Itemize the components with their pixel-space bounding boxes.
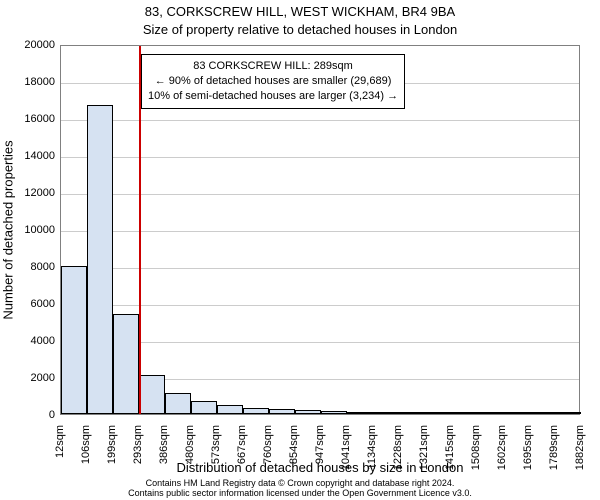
ytick-label: 4000 (5, 336, 55, 347)
ytick-label: 8000 (5, 262, 55, 273)
x-axis-label: Distribution of detached houses by size … (60, 460, 580, 475)
xtick-label: 947sqm (314, 425, 326, 485)
histogram-bar (191, 401, 217, 414)
chart-title-sub: Size of property relative to detached ho… (0, 22, 600, 37)
xtick-label: 386sqm (158, 425, 170, 485)
footer-line-1: Contains HM Land Registry data © Crown c… (146, 478, 455, 488)
annotation-line: ← 90% of detached houses are smaller (29… (148, 74, 398, 89)
xtick-label: 1789sqm (548, 425, 560, 485)
xtick-label: 667sqm (236, 425, 248, 485)
histogram-bar (87, 105, 113, 414)
xtick-label: 12sqm (54, 425, 66, 485)
ytick-label: 14000 (5, 151, 55, 162)
xtick-label: 1134sqm (366, 425, 378, 485)
ytick-label: 0 (5, 410, 55, 421)
annotation-box: 83 CORKSCREW HILL: 289sqm← 90% of detach… (141, 54, 405, 109)
ytick-label: 18000 (5, 77, 55, 88)
xtick-label: 1041sqm (340, 425, 352, 485)
histogram-bar (295, 410, 321, 414)
histogram-bar (425, 412, 451, 414)
histogram-bar (243, 408, 269, 414)
histogram-bar (347, 412, 373, 414)
histogram-bar (321, 411, 347, 414)
xtick-label: 573sqm (210, 425, 222, 485)
footer-attribution: Contains HM Land Registry data © Crown c… (0, 478, 600, 499)
ytick-label: 10000 (5, 225, 55, 236)
histogram-bar (269, 409, 295, 414)
histogram-bar (373, 412, 399, 414)
xtick-label: 199sqm (106, 425, 118, 485)
histogram-bar (451, 412, 477, 414)
xtick-label: 106sqm (80, 425, 92, 485)
xtick-label: 293sqm (132, 425, 144, 485)
histogram-bar (555, 412, 581, 414)
xtick-label: 480sqm (184, 425, 196, 485)
xtick-label: 1602sqm (496, 425, 508, 485)
xtick-label: 1882sqm (574, 425, 586, 485)
histogram-bar (139, 375, 165, 414)
xtick-label: 1228sqm (392, 425, 404, 485)
annotation-line: 83 CORKSCREW HILL: 289sqm (148, 59, 398, 74)
histogram-bar (61, 266, 87, 414)
footer-line-2: Contains public sector information licen… (128, 488, 472, 498)
xtick-label: 1321sqm (418, 425, 430, 485)
histogram-bar (217, 405, 243, 414)
chart-title-main: 83, CORKSCREW HILL, WEST WICKHAM, BR4 9B… (0, 4, 600, 19)
histogram-bar (399, 412, 425, 414)
histogram-bar (165, 393, 191, 414)
ytick-label: 6000 (5, 299, 55, 310)
xtick-label: 1415sqm (444, 425, 456, 485)
histogram-bar (113, 314, 139, 414)
xtick-label: 854sqm (288, 425, 300, 485)
ytick-label: 20000 (5, 40, 55, 51)
xtick-label: 1508sqm (470, 425, 482, 485)
ytick-label: 16000 (5, 114, 55, 125)
ytick-label: 12000 (5, 188, 55, 199)
annotation-line: 10% of semi-detached houses are larger (… (148, 89, 398, 104)
histogram-bar (477, 412, 503, 414)
histogram-bar (503, 412, 529, 414)
histogram-plot-area: 83 CORKSCREW HILL: 289sqm← 90% of detach… (60, 45, 580, 415)
histogram-bar (529, 412, 555, 414)
xtick-label: 1695sqm (522, 425, 534, 485)
ytick-label: 2000 (5, 373, 55, 384)
xtick-label: 760sqm (262, 425, 274, 485)
